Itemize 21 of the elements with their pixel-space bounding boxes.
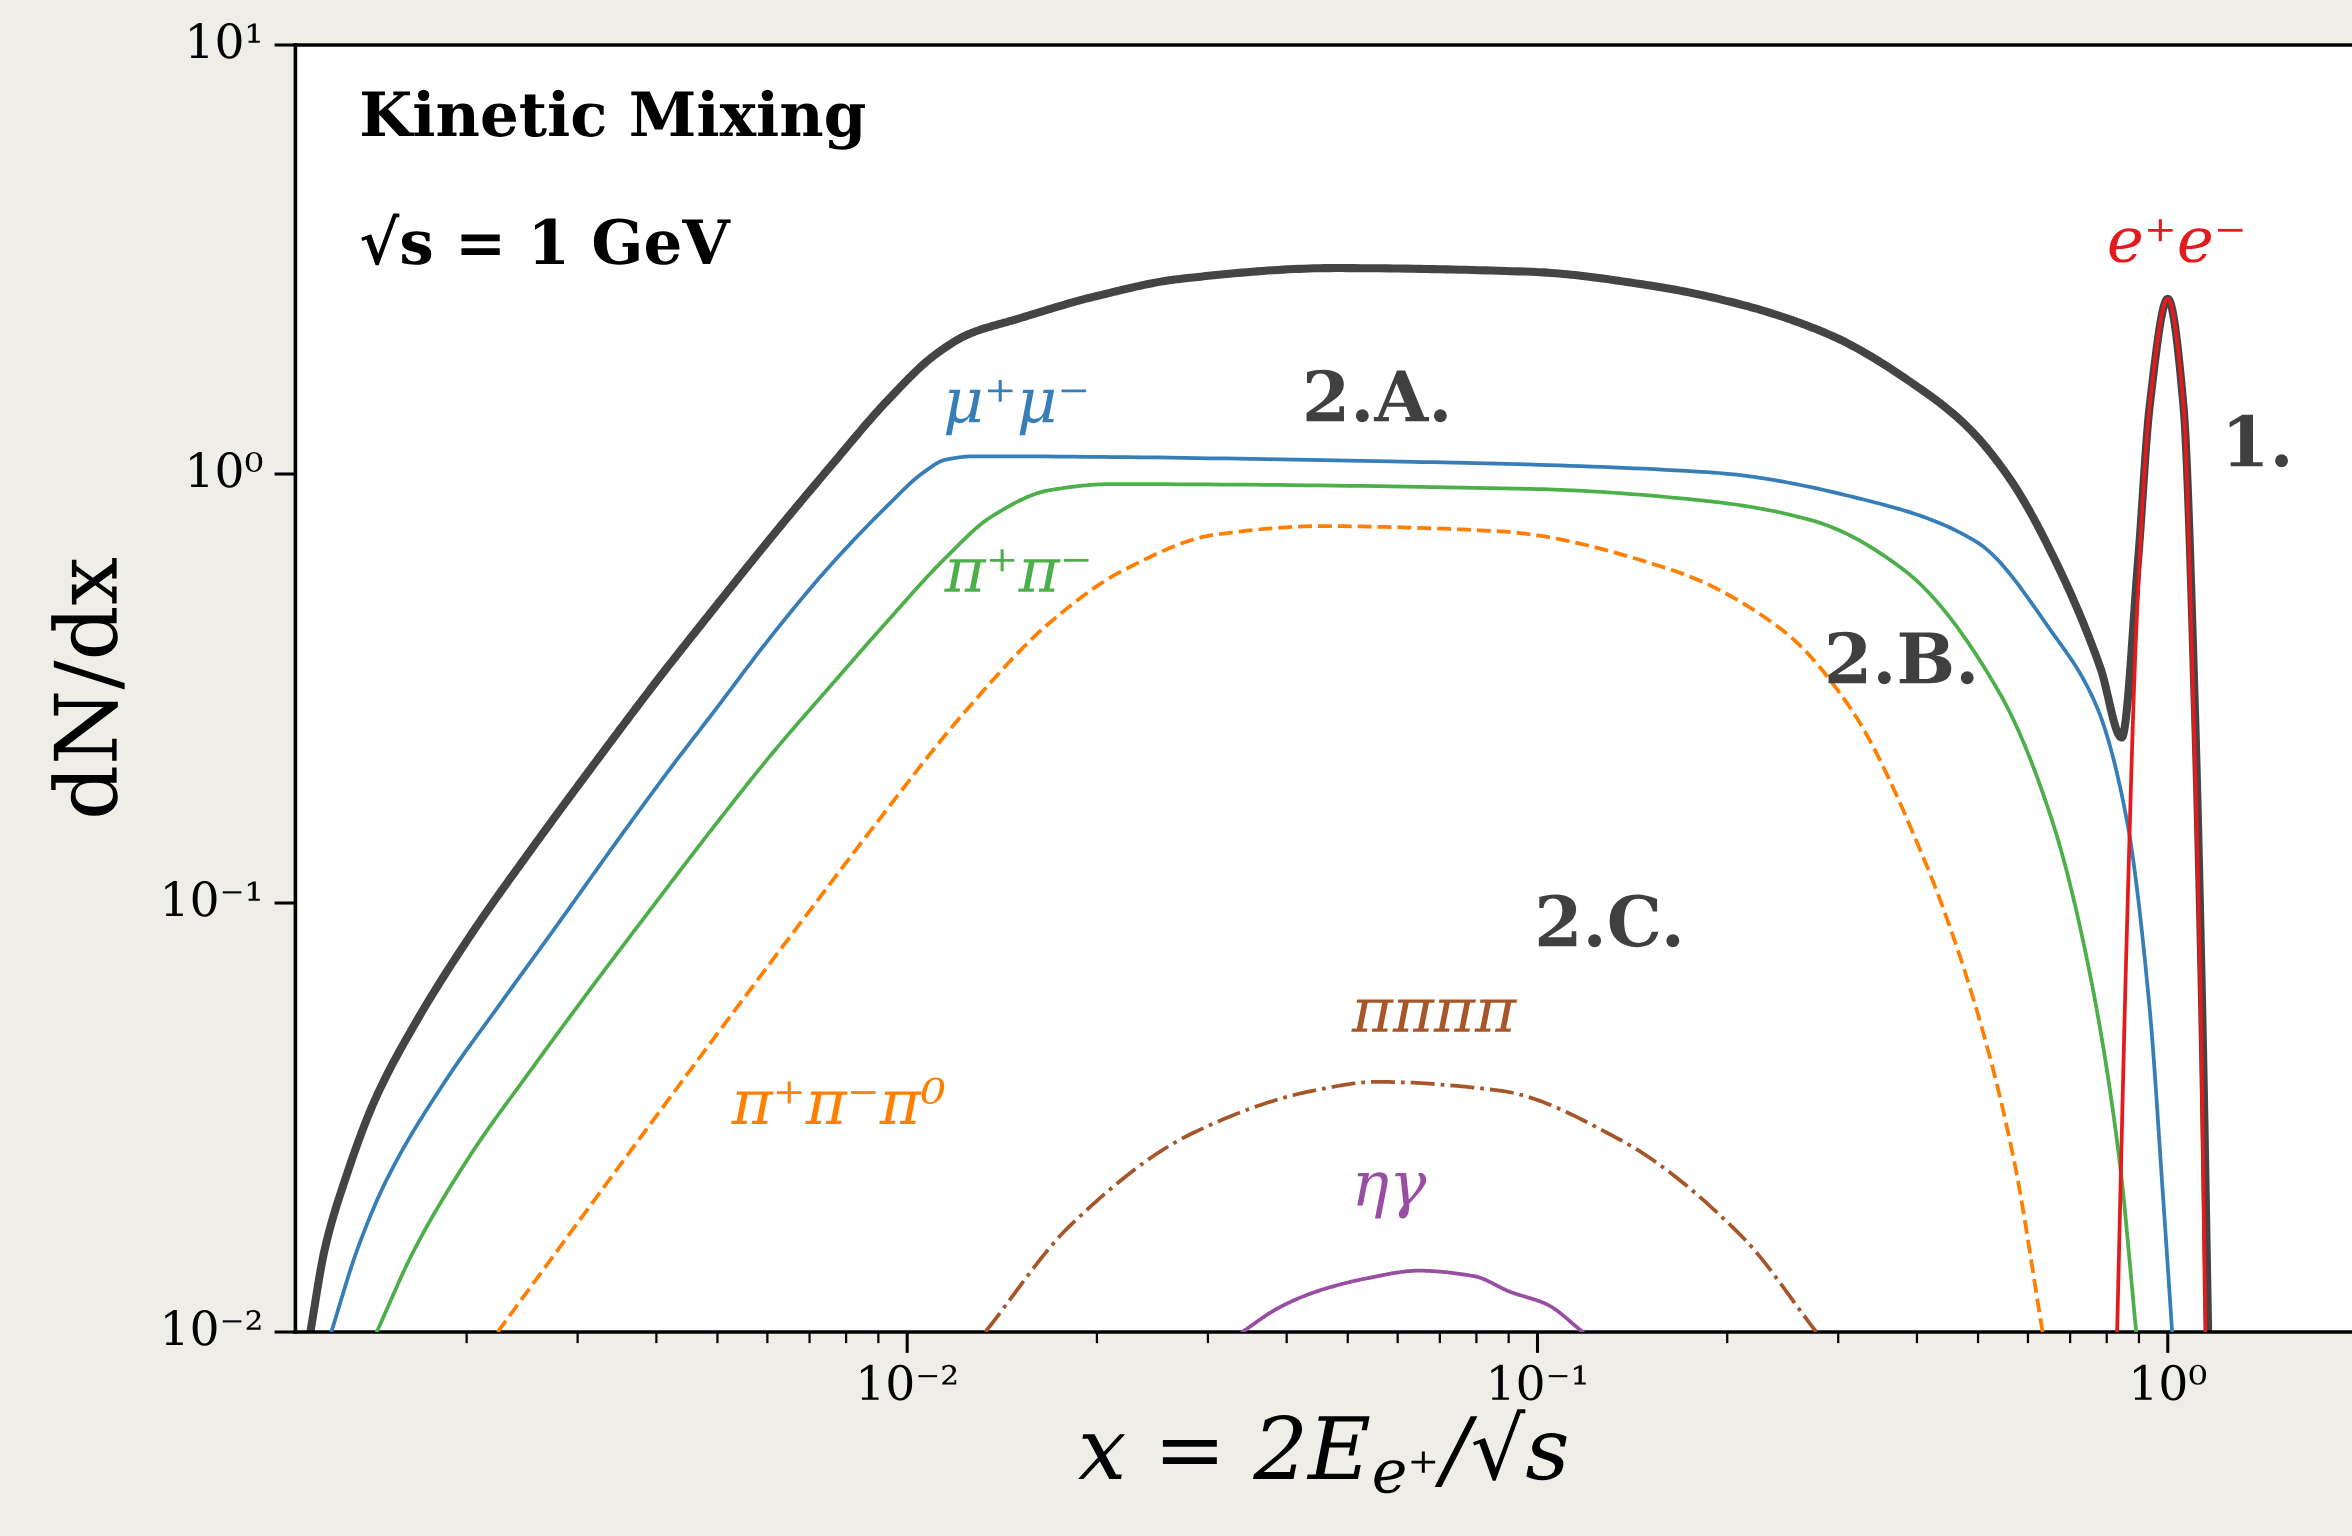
x-tick-label: 10⁻² [860, 1364, 957, 1401]
series-label: ππππ [1351, 999, 1518, 1032]
y-tick-label: 10⁰ [190, 451, 263, 488]
series-label: π⁺π⁻π⁰ [731, 1077, 945, 1124]
x-tick-label: 10⁰ [2134, 1364, 2207, 1401]
series-label: e⁺e⁻ [2109, 219, 2243, 263]
y-tick-label: 10⁻² [165, 1310, 261, 1346]
x-axis-title: x = 2E$_{e⁺}$/√s [1078, 1409, 1567, 1494]
x-tick-label: 10⁻¹ [1491, 1364, 1586, 1401]
series-label: μ⁺μ⁻ [945, 379, 1087, 436]
y-tick-label: 10¹ [190, 22, 260, 59]
y-axis-title: dN/dx [51, 557, 125, 816]
y-tick-label: 10⁻¹ [165, 881, 260, 917]
series-label: ηγ [1357, 1172, 1427, 1219]
annotation: 1. [2229, 414, 2289, 468]
annotation: 2.C. [1538, 894, 1680, 948]
series-label: π⁺π⁻ [944, 549, 1089, 592]
text: √s = 1 GeV [361, 213, 731, 266]
annotation: 2.B. [1828, 631, 1974, 685]
text: Kinetic Mixing [362, 89, 865, 150]
annotation: 2.A. [1306, 369, 1447, 423]
